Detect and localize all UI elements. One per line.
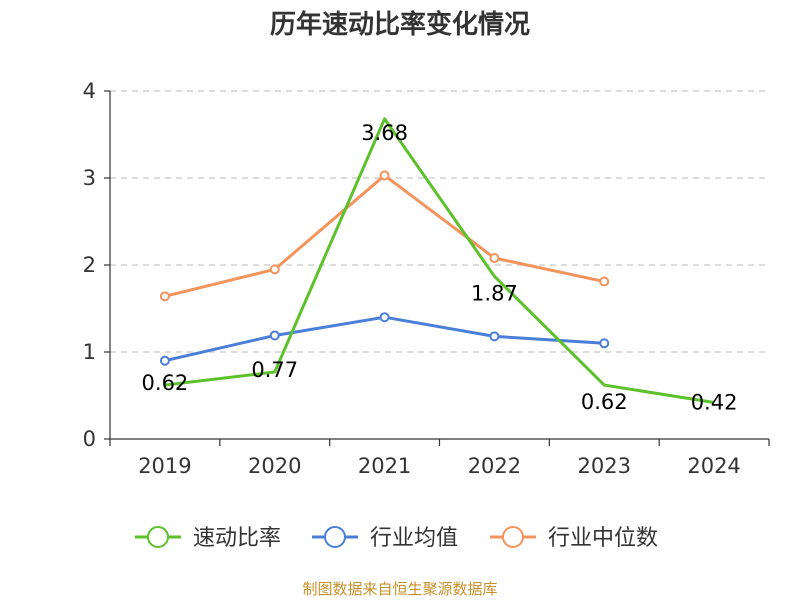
y-tick-label: 0	[83, 427, 96, 451]
data-label: 1.87	[471, 281, 518, 305]
legend[interactable]: 速动比率 行业均值 行业中位数	[135, 526, 658, 551]
data-point	[159, 291, 170, 302]
legend-label: 速动比率	[193, 526, 281, 551]
legend-item[interactable]: 行业中位数	[490, 526, 658, 551]
data-point	[489, 331, 500, 342]
data-label: 0.62	[142, 371, 189, 395]
data-point	[379, 170, 390, 181]
data-label: 0.77	[251, 358, 298, 382]
axes: 0 1 2 3 4 2019 2020 2021 2022 2023 2024	[83, 79, 770, 478]
x-tick-label: 2024	[687, 454, 740, 478]
x-tick-label: 2019	[138, 454, 191, 478]
legend-label: 行业中位数	[548, 526, 658, 551]
data-label: 0.42	[691, 390, 738, 414]
source-note: 制图数据来自恒生聚源数据库	[302, 580, 497, 598]
y-tick-label: 2	[83, 253, 96, 277]
data-point	[599, 276, 610, 287]
series-line	[164, 173, 605, 298]
data-point	[269, 330, 280, 341]
series-line	[164, 315, 605, 363]
legend-item[interactable]: 速动比率	[135, 526, 281, 551]
x-tick-label: 2021	[358, 454, 411, 478]
data-point	[159, 355, 170, 366]
legend-label: 行业均值	[370, 526, 458, 551]
chart-title: 历年速动比率变化情况	[270, 9, 530, 40]
series	[159, 117, 715, 404]
legend-marker	[324, 526, 346, 548]
data-label: 3.68	[361, 121, 408, 145]
legend-item[interactable]: 行业均值	[312, 526, 458, 551]
y-tick-label: 4	[83, 79, 96, 103]
data-point	[269, 264, 280, 275]
data-point	[379, 312, 390, 323]
data-point	[599, 338, 610, 349]
data-point	[489, 253, 500, 264]
x-tick-label: 2022	[468, 454, 521, 478]
y-tick-label: 3	[83, 166, 96, 190]
y-tick-label: 1	[83, 340, 96, 364]
series-line	[164, 117, 715, 404]
x-tick-label: 2023	[578, 454, 631, 478]
x-tick-label: 2020	[248, 454, 301, 478]
data-labels: 0.62 0.77 3.68 1.87 0.62 0.42	[142, 121, 738, 415]
legend-marker	[147, 526, 169, 548]
data-label: 0.62	[581, 390, 628, 414]
grid	[110, 90, 769, 353]
legend-marker	[502, 526, 524, 548]
